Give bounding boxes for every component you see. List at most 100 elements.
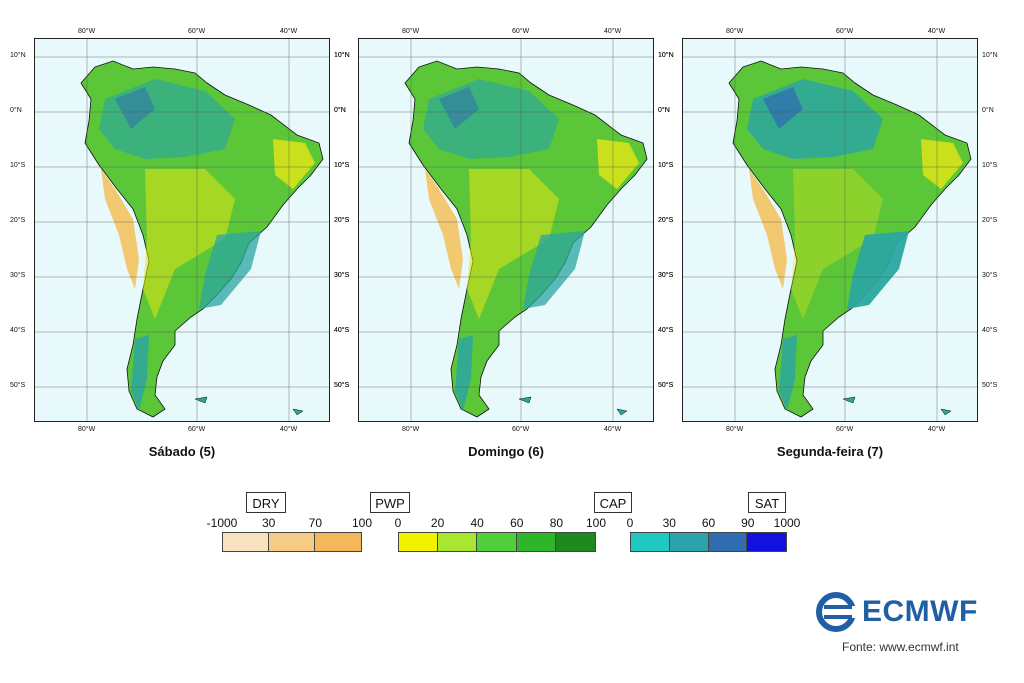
lat-tick-label: 10°S: [10, 162, 26, 169]
lat-tick-label: 30°S: [334, 272, 350, 279]
lat-tick-label: 0°N: [658, 107, 670, 114]
panel-title: Sábado (5): [148, 444, 216, 459]
legend-label-pwp: PWP: [370, 492, 410, 513]
lon-tick-label: 40°W: [280, 28, 298, 35]
lat-tick-label: 20°S: [334, 217, 350, 224]
lon-tick-label: 60°W: [512, 28, 530, 35]
legend-label-dry: DRY: [246, 492, 286, 513]
lat-tick-label: 0°N: [658, 107, 670, 114]
legend-tick-value: 30: [261, 516, 276, 530]
legend-swatch: [315, 533, 361, 551]
lat-tick-label: 40°S: [334, 327, 350, 334]
lat-tick-label: 30°S: [334, 272, 350, 279]
legend-swatch: [477, 533, 517, 551]
legend-tick-value: -1000: [206, 516, 238, 530]
south-america-map: [359, 39, 653, 421]
map-panel: 80°W 80°W 60°W 60°W 40°W 40°W 10°N 10°N 0°N 0°N 10…: [10, 28, 350, 459]
map-frame: [358, 38, 654, 422]
legend-swatch: [269, 533, 315, 551]
lon-tick-label: 60°W: [512, 426, 530, 433]
lat-tick-label: 40°S: [10, 327, 26, 334]
legend-tick-value: 100: [351, 516, 373, 530]
lat-tick-label: 20°S: [658, 217, 674, 224]
lon-tick-label: 60°W: [188, 426, 206, 433]
legend-swatch: [555, 533, 595, 551]
legend-label-cap: CAP: [594, 492, 632, 513]
lat-tick-label: 30°S: [658, 272, 674, 279]
lat-tick-label: 10°S: [658, 162, 674, 169]
legend-tick-value: 60: [510, 516, 524, 530]
lat-tick-label: 50°S: [10, 382, 26, 389]
panel-title: Segunda-feira (7): [776, 444, 884, 459]
legend-swatch: [516, 533, 556, 551]
legend-tick-value: 20: [430, 516, 445, 530]
lat-tick-label: 10°S: [334, 162, 350, 169]
map-panel: 80°W 80°W 60°W 60°W 40°W 40°W 10°N 10°N 0°N 0°N 10…: [658, 28, 998, 459]
legend-color-bar: [398, 532, 596, 552]
lat-tick-label: 30°S: [10, 272, 26, 279]
legend-label-sat: SAT: [748, 492, 786, 513]
legend-swatch: [223, 533, 269, 551]
lat-tick-label: 10°N: [10, 52, 26, 59]
lat-tick-label: 50°S: [658, 382, 674, 389]
lon-tick-label: 80°W: [78, 426, 96, 433]
lat-tick-label: 10°N: [982, 52, 998, 59]
lat-tick-label: 30°S: [658, 272, 674, 279]
ecmwf-logo: ECMWF: [814, 592, 978, 632]
lat-tick-label: 20°S: [334, 217, 350, 224]
lon-tick-label: 40°W: [928, 426, 946, 433]
lat-tick-label: 10°S: [658, 162, 674, 169]
legend-tick-value: 90: [741, 516, 755, 530]
lat-tick-label: 40°S: [982, 327, 998, 334]
legend-swatch: [399, 533, 439, 551]
lat-tick-label: 10°N: [334, 52, 350, 59]
lon-tick-label: 60°W: [836, 28, 854, 35]
source-credit: Fonte: www.ecmwf.int: [842, 640, 959, 654]
lat-tick-label: 0°N: [334, 107, 346, 114]
logo-text: ECMWF: [862, 595, 978, 628]
lon-tick-label: 40°W: [280, 426, 298, 433]
panel-title: Domingo (6): [468, 444, 544, 459]
lon-tick-label: 40°W: [604, 28, 622, 35]
south-america-map: [683, 39, 977, 421]
lat-tick-label: 10°N: [658, 52, 674, 59]
legend-tick-value: 30: [662, 516, 676, 530]
lat-tick-label: 40°S: [334, 327, 350, 334]
legend-color-bar: [222, 532, 362, 552]
legend-tick-value: 0: [394, 516, 402, 530]
lon-tick-label: 80°W: [402, 426, 420, 433]
lat-tick-label: 10°N: [658, 52, 674, 59]
lon-tick-label: 80°W: [78, 28, 96, 35]
legend-tick-value: 100: [585, 516, 607, 530]
lat-tick-label: 20°S: [982, 217, 998, 224]
lat-tick-label: 50°S: [658, 382, 674, 389]
legend-tick-value: 0: [626, 516, 634, 530]
legend-swatch: [438, 533, 478, 551]
map-frame: [34, 38, 330, 422]
lon-tick-label: 80°W: [726, 426, 744, 433]
legend-tick-value: 60: [701, 516, 716, 530]
lon-tick-label: 60°W: [836, 426, 854, 433]
lat-tick-label: 40°S: [658, 327, 674, 334]
south-america-map: [35, 39, 329, 421]
legend-tick-value: 40: [470, 516, 484, 530]
lat-tick-label: 50°S: [334, 382, 350, 389]
lat-tick-label: 50°S: [334, 382, 350, 389]
lat-tick-label: 40°S: [658, 327, 674, 334]
legend-swatch: [708, 533, 748, 551]
lat-tick-label: 20°S: [658, 217, 674, 224]
lat-tick-label: 0°N: [334, 107, 346, 114]
legend-tick-value: 80: [549, 516, 564, 530]
legend-color-bar: [630, 532, 787, 552]
ecmwf-logo-icon: [816, 592, 858, 632]
legend-tick-value: 1000: [773, 516, 801, 530]
lon-tick-label: 40°W: [928, 28, 946, 35]
lat-tick-label: 10°S: [334, 162, 350, 169]
lat-tick-label: 0°N: [10, 107, 22, 114]
legend-swatch: [631, 533, 670, 551]
lon-tick-label: 80°W: [402, 28, 420, 35]
lat-tick-label: 10°S: [982, 162, 998, 169]
lat-tick-label: 20°S: [10, 217, 26, 224]
lon-tick-label: 80°W: [726, 28, 744, 35]
lat-tick-label: 10°N: [334, 52, 350, 59]
